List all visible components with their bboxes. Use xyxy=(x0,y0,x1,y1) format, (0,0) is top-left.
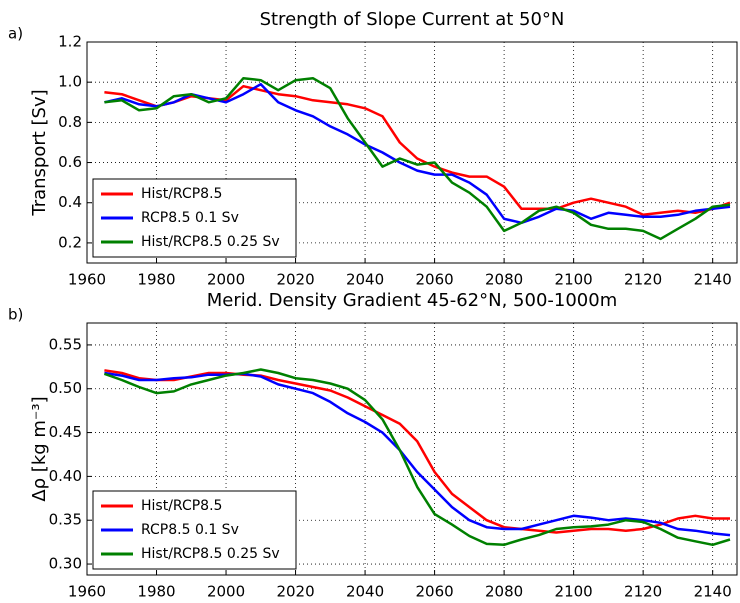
x-tick-label: 2040 xyxy=(346,271,384,289)
x-tick-label: 2040 xyxy=(346,583,384,601)
series-line xyxy=(104,76,731,241)
series-line xyxy=(103,368,731,547)
y-tick-label: 0.30 xyxy=(49,555,82,573)
x-tick-label: 2060 xyxy=(415,271,453,289)
x-tick-label: 2080 xyxy=(485,271,523,289)
x-tick-label: 2080 xyxy=(485,583,523,601)
legend-label: Hist/RCP8.5 xyxy=(141,498,222,514)
y-tick-label: 0.55 xyxy=(49,335,82,353)
y-tick-label: 1.0 xyxy=(58,73,82,91)
chart-title: Merid. Density Gradient 45-62°N, 500-100… xyxy=(207,290,618,311)
chart-title: Strength of Slope Current at 50°N xyxy=(260,9,565,30)
y-tick-label: 0.40 xyxy=(49,467,82,485)
x-tick-label: 1960 xyxy=(68,583,106,601)
x-tick-label: 2020 xyxy=(276,271,314,289)
legend-label: Hist/RCP8.5 xyxy=(141,186,222,202)
plot-frame xyxy=(86,322,738,576)
x-tick-label: 2000 xyxy=(207,583,245,601)
y-tick-label: 0.8 xyxy=(58,113,82,131)
y-tick-label: 0.4 xyxy=(58,193,82,211)
legend-label: RCP8.5 0.1 Sv xyxy=(141,210,239,226)
x-tick-label: 2100 xyxy=(555,583,593,601)
x-tick-label: 2060 xyxy=(415,583,453,601)
y-tick-label: 0.50 xyxy=(49,379,82,397)
panel-label: a) xyxy=(8,25,23,43)
x-tick-label: 2120 xyxy=(624,583,662,601)
x-tick-label: 1980 xyxy=(137,583,175,601)
y-tick-label: 0.45 xyxy=(49,423,82,441)
y-tick-label: 0.6 xyxy=(58,153,82,171)
legend-label: Hist/RCP8.5 0.25 Sv xyxy=(141,546,280,562)
x-tick-label: 2000 xyxy=(207,271,245,289)
x-tick-label: 2140 xyxy=(694,271,732,289)
x-tick-label: 2100 xyxy=(555,271,593,289)
plot-frame xyxy=(86,41,738,264)
x-tick-label: 2140 xyxy=(694,583,732,601)
y-tick-label: 0.35 xyxy=(49,511,82,529)
x-tick-label: 2020 xyxy=(276,583,314,601)
series-line xyxy=(104,369,730,534)
legend-label: RCP8.5 0.1 Sv xyxy=(141,522,239,538)
y-axis-label: Transport [Sv] xyxy=(29,89,50,216)
x-tick-label: 2120 xyxy=(624,271,662,289)
legend-label: Hist/RCP8.5 0.25 Sv xyxy=(141,234,280,250)
y-tick-label: 0.2 xyxy=(58,233,82,251)
series-line xyxy=(104,371,731,537)
series-line xyxy=(104,82,731,225)
panel-label: b) xyxy=(8,306,23,324)
y-tick-label: 1.2 xyxy=(58,33,82,51)
y-axis-label: Δρ [kg m⁻³] xyxy=(29,396,50,501)
x-tick-label: 1960 xyxy=(68,271,106,289)
x-tick-label: 1980 xyxy=(137,271,175,289)
